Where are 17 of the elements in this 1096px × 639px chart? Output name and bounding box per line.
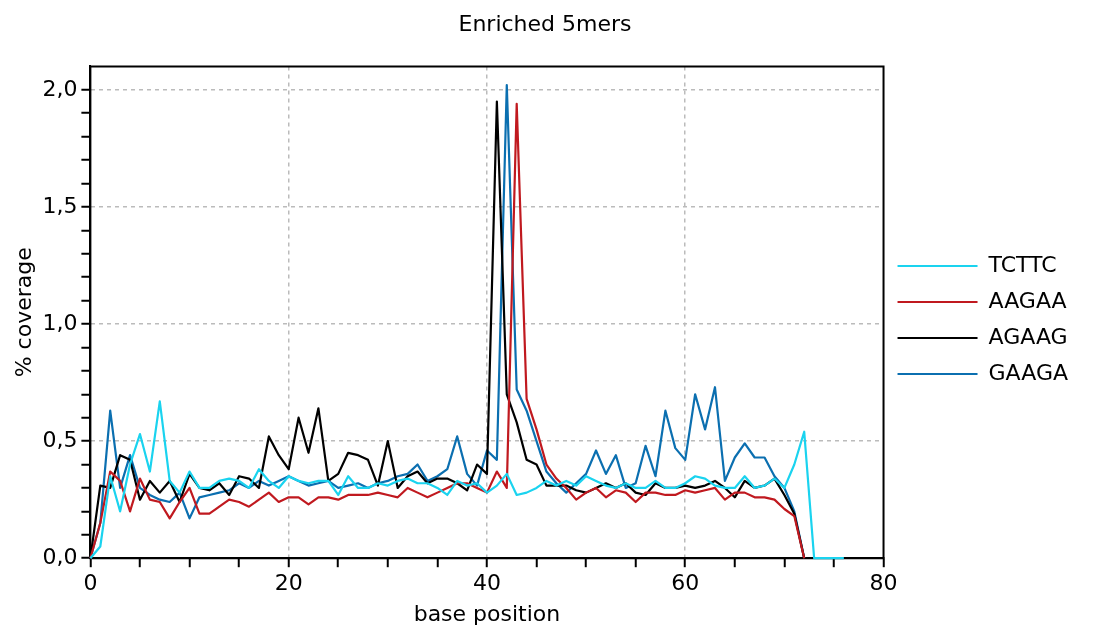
legend-label: AGAAG: [988, 323, 1068, 349]
y-tick-label: 0,0: [42, 543, 78, 569]
x-tick-label: 0: [83, 570, 98, 596]
x-tick-label: 20: [274, 570, 303, 596]
x-tick-label: 80: [869, 570, 898, 596]
x-tick-label: 40: [472, 570, 501, 596]
y-tick-label: 2,0: [42, 75, 78, 101]
y-tick-label: 0,5: [42, 426, 78, 452]
legend-label: AAGAA: [988, 287, 1067, 313]
legend-label: TCTTC: [987, 251, 1057, 277]
legend-label: GAAGA: [988, 359, 1069, 385]
x-tick-label: 60: [671, 570, 700, 596]
y-tick-label: 1,5: [42, 192, 78, 218]
chart-title: Enriched 5mers: [458, 10, 632, 36]
x-axis-title: base position: [413, 600, 561, 626]
y-axis-title: % coverage: [10, 247, 36, 378]
y-tick-label: 1,0: [42, 309, 78, 335]
